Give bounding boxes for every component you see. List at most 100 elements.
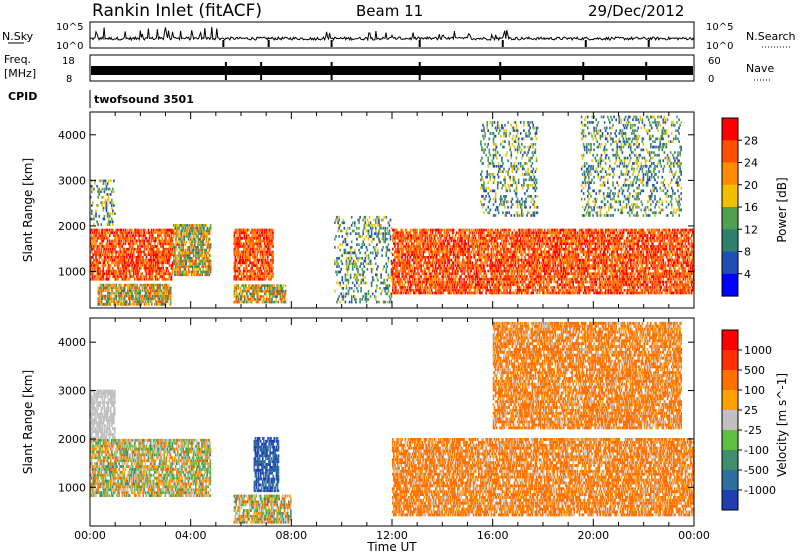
data-cell <box>404 272 407 276</box>
data-cell <box>392 280 394 284</box>
data-cell <box>108 256 111 259</box>
data-cell <box>394 236 396 240</box>
data-cell <box>255 256 258 259</box>
data-cell <box>476 242 479 246</box>
data-cell <box>157 283 159 287</box>
data-cell <box>156 256 158 259</box>
data-cell <box>198 273 200 277</box>
data-cell <box>170 228 173 232</box>
data-cell <box>120 245 122 248</box>
data-cell <box>259 289 262 293</box>
data-cell <box>236 256 239 259</box>
data-cell <box>419 247 421 251</box>
data-cell <box>457 256 459 259</box>
data-cell <box>423 275 426 278</box>
data-cell <box>176 267 178 271</box>
data-cell <box>100 190 103 194</box>
data-cell <box>447 283 450 287</box>
data-cell <box>399 277 401 281</box>
data-cell <box>250 242 252 246</box>
data-cell <box>125 258 128 262</box>
data-cell <box>408 288 411 292</box>
data-cell <box>107 269 110 273</box>
data-cell <box>138 300 140 303</box>
data-cell <box>450 236 453 240</box>
data-cell <box>465 280 467 284</box>
data-cell <box>459 253 461 256</box>
data-cell <box>146 245 149 248</box>
data-cell <box>457 236 459 240</box>
data-cell <box>141 258 143 262</box>
data-cell <box>408 267 411 270</box>
data-cell <box>364 226 367 230</box>
data-cell <box>103 294 106 298</box>
data-cell <box>364 215 367 219</box>
data-cell <box>150 234 153 237</box>
data-cell <box>396 272 398 276</box>
data-cell <box>95 231 97 235</box>
data-cell <box>422 264 424 267</box>
data-cell <box>189 259 192 263</box>
data-cell <box>458 264 460 267</box>
data-cell <box>95 253 97 256</box>
data-cell <box>407 245 410 248</box>
data-cell <box>135 264 137 267</box>
data-cell <box>154 289 156 292</box>
data-cell <box>385 287 388 290</box>
data-cell <box>481 228 483 232</box>
data-cell <box>166 261 169 265</box>
data-cell <box>248 245 250 248</box>
data-cell <box>269 250 271 254</box>
data-cell <box>445 253 448 256</box>
data-cell <box>168 297 171 301</box>
data-cell <box>163 286 166 290</box>
data-cell <box>437 275 439 278</box>
data-cell <box>167 294 170 298</box>
data-cell <box>392 239 394 243</box>
data-cell <box>350 246 353 249</box>
data-cell <box>474 267 477 270</box>
data-cell <box>101 234 104 237</box>
data-cell <box>272 261 274 265</box>
data-cell <box>203 256 206 260</box>
data-cell <box>133 250 135 254</box>
data-cell <box>269 287 271 290</box>
data-cell <box>368 224 371 227</box>
data-cell <box>197 243 199 246</box>
data-cell <box>201 243 203 246</box>
data-cell <box>272 242 274 246</box>
data-cell <box>437 250 439 254</box>
data-cell <box>246 234 248 237</box>
data-cell <box>436 256 438 259</box>
data-cell <box>458 277 460 281</box>
data-cell <box>100 245 103 248</box>
data-cell <box>133 253 135 256</box>
data-cell <box>164 236 167 240</box>
data-cell <box>408 250 411 254</box>
data-cell <box>414 247 416 251</box>
data-cell <box>364 298 367 301</box>
data-cell <box>444 275 446 278</box>
data-cell <box>482 288 484 292</box>
data-cell <box>97 236 99 240</box>
data-cell <box>404 269 407 273</box>
data-cell <box>413 283 415 287</box>
data-cell <box>245 228 247 232</box>
data-cell <box>200 232 202 235</box>
data-cell <box>377 235 379 238</box>
data-cell <box>349 232 352 235</box>
data-cell <box>436 261 438 265</box>
data-cell <box>124 292 127 295</box>
data-cell <box>256 231 259 235</box>
data-cell <box>400 291 402 295</box>
data-cell <box>423 280 426 284</box>
data-cell <box>407 261 410 265</box>
data-cell <box>247 239 249 243</box>
data-cell <box>185 265 188 268</box>
data-cell <box>483 234 485 237</box>
data-cell <box>236 295 239 298</box>
data-cell <box>453 242 456 246</box>
data-cell <box>272 275 274 278</box>
data-cell <box>371 237 374 241</box>
data-cell <box>157 236 159 240</box>
